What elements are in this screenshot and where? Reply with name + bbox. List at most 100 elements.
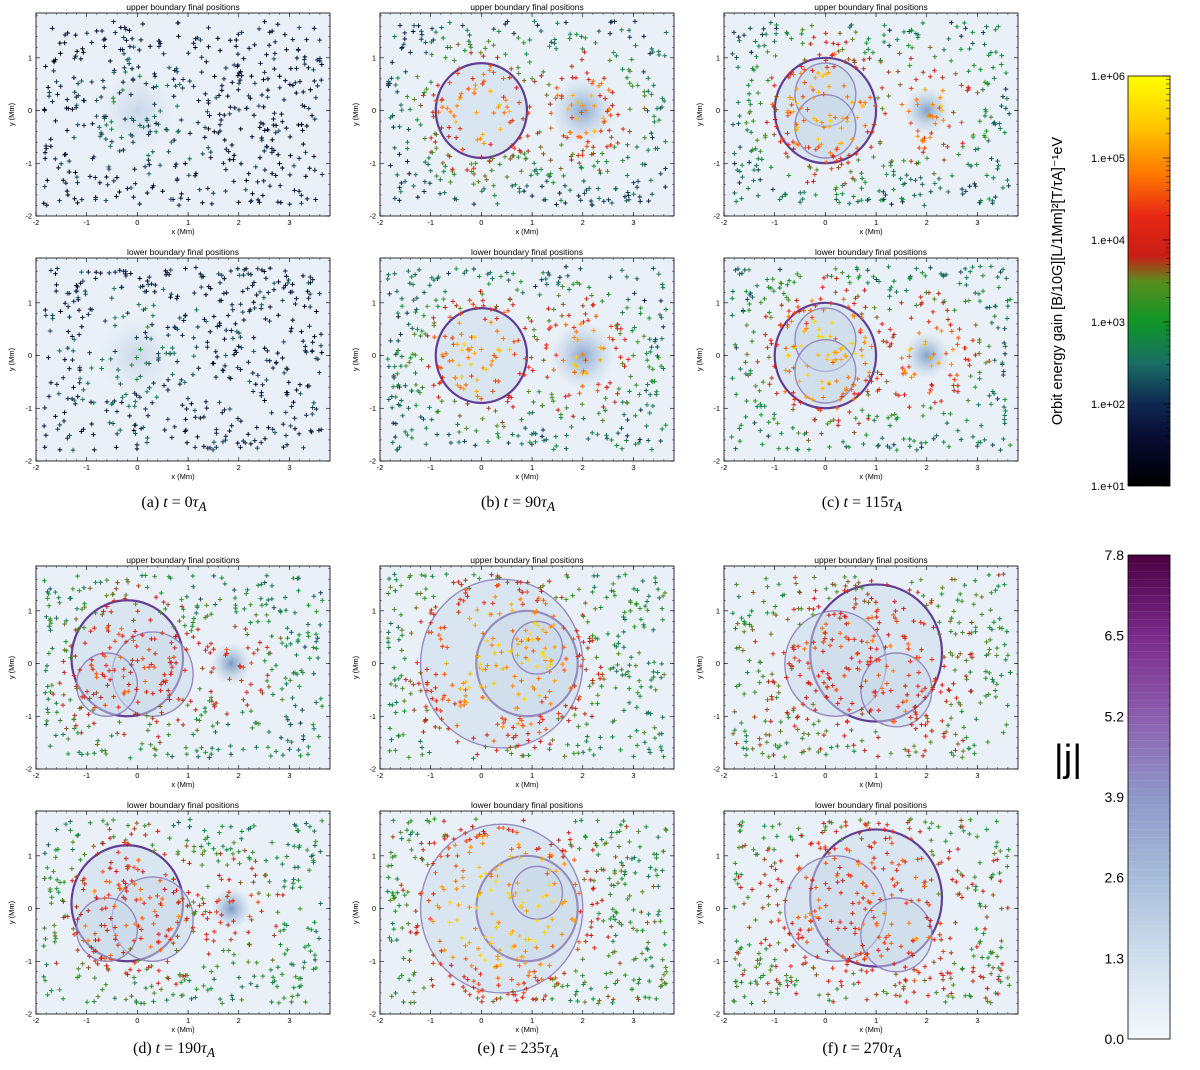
particle-marker bbox=[451, 580, 456, 585]
particle-marker bbox=[972, 384, 978, 390]
particle-marker bbox=[839, 140, 845, 146]
particle-marker bbox=[487, 159, 493, 164]
particle-marker bbox=[566, 313, 572, 318]
particle-marker bbox=[521, 188, 527, 194]
particle-marker bbox=[920, 413, 926, 419]
particle-marker bbox=[982, 437, 988, 443]
particle-marker bbox=[496, 642, 501, 648]
particle-marker bbox=[313, 356, 319, 361]
y-tick-label: 1 bbox=[716, 53, 720, 62]
particle-marker bbox=[283, 410, 289, 415]
particle-marker bbox=[440, 35, 446, 41]
particle-marker bbox=[251, 823, 257, 829]
particle-marker bbox=[750, 147, 755, 153]
particle-marker bbox=[64, 105, 69, 111]
particle-marker bbox=[875, 95, 881, 101]
particle-marker bbox=[283, 283, 288, 288]
particle-marker bbox=[430, 109, 436, 115]
particle-marker bbox=[284, 366, 290, 372]
particle-marker bbox=[57, 600, 62, 606]
particle-marker bbox=[996, 285, 1002, 290]
particle-marker bbox=[859, 407, 865, 413]
particle-marker bbox=[93, 276, 98, 281]
particle-marker bbox=[491, 42, 496, 48]
particle-marker bbox=[948, 322, 953, 328]
particle-marker bbox=[612, 917, 618, 922]
particle-marker bbox=[429, 696, 435, 701]
particle-marker bbox=[735, 65, 741, 70]
particle-marker bbox=[410, 282, 416, 287]
particle-marker bbox=[80, 278, 86, 284]
particle-marker bbox=[526, 738, 531, 743]
particle-marker bbox=[396, 975, 402, 981]
particle-marker bbox=[431, 277, 437, 283]
particle-marker bbox=[178, 117, 184, 123]
particle-marker bbox=[275, 199, 281, 205]
particle-marker bbox=[756, 668, 761, 674]
particle-marker bbox=[212, 129, 217, 135]
particle-marker bbox=[153, 282, 158, 288]
particle-marker bbox=[271, 56, 277, 62]
particle-marker bbox=[68, 828, 73, 833]
particle-marker bbox=[249, 198, 254, 204]
particle-marker bbox=[555, 93, 560, 98]
particle-marker bbox=[1004, 96, 1010, 101]
particle-marker bbox=[93, 580, 98, 585]
particle-marker bbox=[730, 313, 735, 318]
particle-marker bbox=[273, 173, 279, 178]
particle-marker bbox=[513, 992, 518, 998]
particle-marker bbox=[505, 579, 510, 585]
particle-marker bbox=[846, 636, 851, 642]
particle-marker bbox=[652, 119, 657, 125]
particle-marker bbox=[569, 64, 575, 69]
particle-marker bbox=[737, 426, 742, 431]
particle-marker bbox=[157, 704, 163, 709]
particle-marker bbox=[269, 410, 274, 416]
particle-marker bbox=[156, 122, 161, 127]
particle-marker bbox=[476, 893, 481, 898]
particle-marker bbox=[138, 347, 143, 352]
particle-marker bbox=[992, 313, 998, 319]
particle-marker bbox=[615, 112, 621, 117]
particle-marker bbox=[737, 438, 743, 444]
particle-marker bbox=[235, 266, 241, 272]
particle-marker bbox=[152, 74, 158, 79]
particle-marker bbox=[1000, 360, 1005, 366]
particle-marker bbox=[519, 718, 525, 723]
particle-marker bbox=[65, 751, 71, 757]
particle-marker bbox=[130, 657, 135, 663]
particle-marker bbox=[564, 433, 569, 438]
particle-marker bbox=[834, 378, 839, 384]
particle-marker bbox=[819, 431, 824, 436]
current-sheet-ring bbox=[794, 339, 857, 404]
particle-marker bbox=[821, 395, 826, 400]
particle-marker bbox=[122, 596, 128, 602]
particle-marker bbox=[431, 594, 436, 599]
particle-marker bbox=[626, 193, 631, 198]
particle-marker bbox=[431, 383, 437, 388]
particle-marker bbox=[823, 31, 829, 36]
particle-marker bbox=[534, 598, 540, 604]
particle-marker bbox=[259, 390, 264, 395]
particle-marker bbox=[449, 682, 455, 688]
particle-marker bbox=[471, 90, 477, 96]
particle-marker bbox=[661, 366, 666, 371]
particle-marker bbox=[439, 97, 445, 102]
particle-marker bbox=[58, 309, 63, 314]
particle-marker bbox=[163, 606, 168, 612]
particle-marker bbox=[482, 173, 488, 179]
particle-marker bbox=[829, 166, 834, 172]
particle-marker bbox=[299, 707, 305, 713]
particle-marker bbox=[138, 887, 143, 892]
particle-marker bbox=[276, 128, 282, 134]
particle-marker bbox=[495, 953, 501, 959]
particle-marker bbox=[149, 636, 154, 642]
particle-marker bbox=[242, 848, 248, 853]
particle-marker bbox=[454, 886, 459, 892]
particle-marker bbox=[273, 360, 279, 365]
x-tick-label: -1 bbox=[427, 463, 434, 472]
particle-marker bbox=[175, 919, 180, 925]
particle-marker bbox=[319, 62, 325, 67]
particle-marker bbox=[964, 418, 970, 423]
particle-marker bbox=[445, 45, 450, 50]
